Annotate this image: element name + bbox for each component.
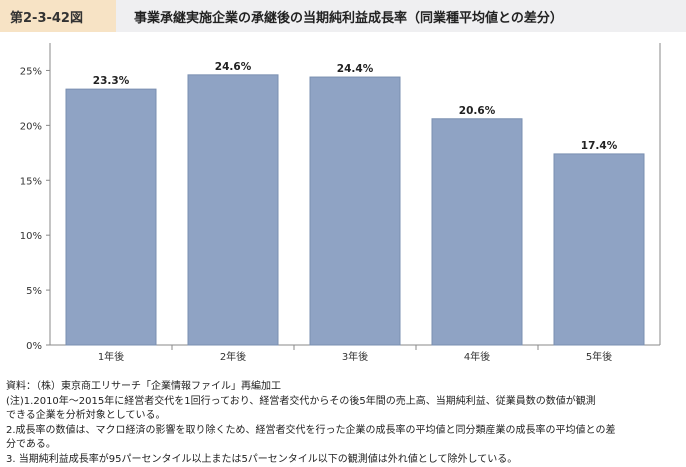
data-label: 20.6%	[459, 105, 496, 117]
figure-header: 第2-3-42図 事業承継実施企業の承継後の当期純利益成長率（同業種平均値との差…	[0, 0, 686, 32]
figure-number: 第2-3-42図	[0, 0, 116, 32]
bar	[554, 154, 644, 345]
bar	[310, 77, 400, 345]
x-tick-label: 2年後	[220, 350, 246, 363]
y-tick-label: 20%	[20, 121, 42, 132]
x-tick-label: 3年後	[342, 350, 368, 363]
y-tick-label: 0%	[26, 341, 42, 352]
note-1: (注)1.2010年～2015年に経営者交代を1回行っており、経営者交代からその…	[6, 395, 682, 410]
source-note: 資料：（株）東京商工リサーチ「企業情報ファイル」再編加工	[6, 380, 682, 395]
y-tick-label: 25%	[20, 66, 42, 77]
bar-chart: 0% 5% 10% 15% 20% 25% 23.3% 1年後 24.6% 2年後 24.4% 3年後…	[0, 43, 686, 373]
bar	[188, 75, 278, 345]
y-tick-label: 5%	[26, 286, 42, 297]
bar	[66, 89, 156, 345]
bar	[432, 119, 522, 345]
y-tick-label: 15%	[20, 176, 42, 187]
note-2: 2.成長率の数値は、マクロ経済の影響を取り除くため、経営者交代を行った企業の成長…	[6, 424, 682, 439]
data-label: 23.3%	[93, 75, 130, 87]
x-tick-label: 5年後	[586, 350, 612, 363]
figure-title: 事業承継実施企業の承継後の当期純利益成長率（同業種平均値との差分）	[116, 0, 686, 32]
data-label: 24.4%	[337, 63, 374, 75]
notes-section: 資料：（株）東京商工リサーチ「企業情報ファイル」再編加工 (注)1.2010年～…	[6, 380, 682, 467]
data-label: 24.6%	[215, 61, 252, 73]
data-label: 17.4%	[581, 140, 618, 152]
y-tick-label: 10%	[20, 231, 42, 242]
x-tick-label: 1年後	[98, 350, 124, 363]
note-1-cont: できる企業を分析対象としている。	[6, 409, 682, 424]
chart-area: 0% 5% 10% 15% 20% 25% 23.3% 1年後 24.6% 2年後 24.4% 3年後…	[0, 43, 686, 373]
note-2-cont: 分である。	[6, 438, 682, 453]
x-tick-label: 4年後	[464, 350, 490, 363]
